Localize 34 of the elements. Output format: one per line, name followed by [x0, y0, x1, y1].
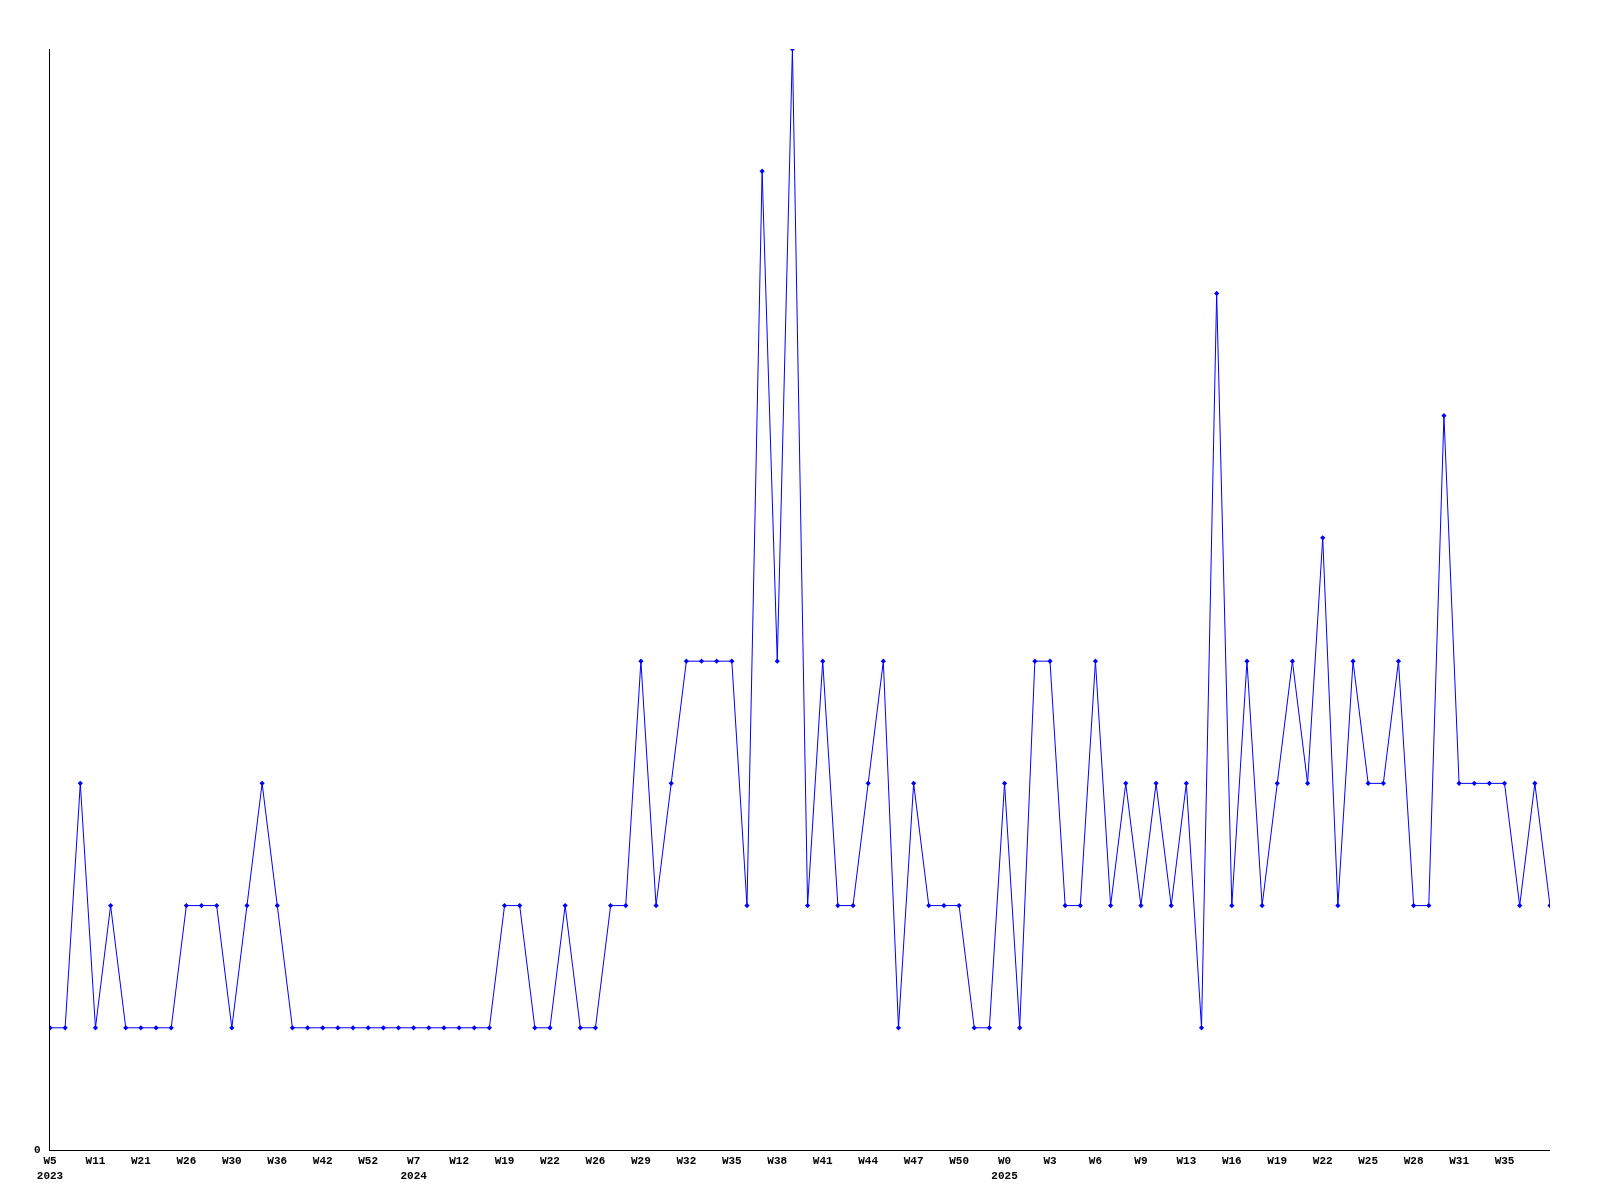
x-tick-label: W21	[131, 1155, 152, 1168]
x-tick-label: W6	[1088, 1155, 1103, 1168]
x-tick-label: W11	[85, 1155, 106, 1168]
x-tick-label: W0 2025	[991, 1155, 1019, 1182]
x-tick-label: W5 2023	[36, 1155, 64, 1182]
x-tick-label: W35	[1494, 1155, 1515, 1168]
text: 0	[34, 1144, 41, 1156]
x-tick-label: W26	[176, 1155, 197, 1168]
x-tick-label: W30	[221, 1155, 242, 1168]
x-tick-label: W22	[1312, 1155, 1333, 1168]
x-tick-label: W9	[1134, 1155, 1148, 1168]
x-tick-label: W19	[1267, 1155, 1288, 1168]
x-tick-label: W38	[767, 1155, 788, 1168]
x-tick-label: W47	[903, 1155, 924, 1168]
x-tick-label: W44	[858, 1155, 879, 1168]
x-tick-label: W29	[631, 1155, 651, 1168]
x-tick-label: W50	[949, 1155, 969, 1168]
x-tick-label: W36	[267, 1155, 288, 1168]
x-tick-label: W26	[585, 1155, 606, 1168]
x-tick-label: W41	[812, 1155, 834, 1168]
x-tick-label: W13	[1176, 1155, 1197, 1168]
x-tick-label: W16	[1221, 1155, 1242, 1168]
x-tick-label: W28	[1403, 1155, 1424, 1168]
x-tick-label: W19	[494, 1155, 515, 1168]
x-tick-label: W22	[540, 1155, 560, 1168]
x-tick-label: W32	[676, 1155, 697, 1168]
x-tick-label: W42	[312, 1155, 333, 1168]
x-tick-label: W12	[449, 1155, 469, 1168]
x-tick-label: W31	[1449, 1155, 1470, 1168]
x-tick-label: W3	[1043, 1155, 1057, 1168]
x-tick-label: W25	[1358, 1155, 1379, 1168]
x-tick-label: W35	[721, 1155, 743, 1168]
x-tick-label: W7 2024	[400, 1155, 428, 1182]
x-tick-label: W52	[358, 1155, 379, 1168]
